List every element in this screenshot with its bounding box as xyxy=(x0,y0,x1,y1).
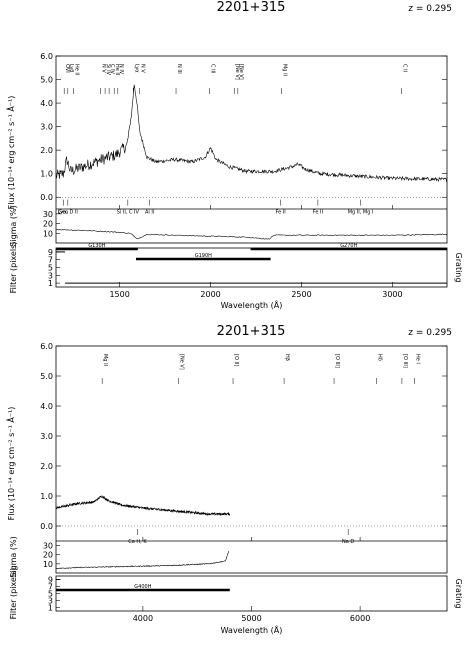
sigma-series xyxy=(55,550,229,570)
filter-tick-label: 5 xyxy=(48,590,53,599)
absorption-line-label: Mg II, Mg I xyxy=(348,210,374,216)
filter-tick-label: 9 xyxy=(48,248,53,257)
emission-line-label: OVI xyxy=(64,64,70,73)
filter-tick-label: 9 xyxy=(48,576,53,585)
y-tick-label: 3.0 xyxy=(40,432,53,441)
y-tick-label: 0.0 xyxy=(40,522,53,531)
emission-line-label: [O III] xyxy=(402,354,408,368)
emission-line-label: C III xyxy=(210,64,216,74)
grating-axis-label: Grating xyxy=(454,579,463,609)
spectrum-panel-top: 2201+315 z = 0.295 0.0 1.0 2.0 3.0 4.0 5.0 6.0 Fl… xyxy=(5,0,463,310)
x-tick-label: 2000 xyxy=(200,290,220,299)
absorption-line-label: Al II xyxy=(145,210,154,216)
x-tick-label: 4000 xyxy=(133,614,153,623)
sigma-tick-label: 30 xyxy=(43,210,53,219)
plot-frame xyxy=(55,55,448,244)
y-tick-label: 5.0 xyxy=(40,76,53,85)
grating-name: G190H xyxy=(195,253,212,259)
x-tick-label: 6000 xyxy=(350,614,370,623)
grating-name: G130H xyxy=(88,243,105,249)
emission-line-label: N IV xyxy=(118,64,124,75)
emission-line-label: N III xyxy=(176,64,182,74)
x-axis-label: Wavelength (Å) xyxy=(221,299,283,310)
y-tick-label: 2.0 xyxy=(40,462,53,471)
redshift-label: z = 0.295 xyxy=(408,4,452,14)
x-tick-label: 2500 xyxy=(291,290,311,299)
filter-tick-label: 5 xyxy=(48,264,53,273)
y-tick-label: 4.0 xyxy=(40,99,53,108)
y-axis-label: Flux (10⁻¹⁴ erg cm⁻² s⁻¹ Å⁻¹) xyxy=(5,407,16,521)
y-tick-label: 6.0 xyxy=(40,342,53,351)
x-tick-label: 5000 xyxy=(241,614,261,623)
filter-tick-label: 1 xyxy=(48,604,53,613)
emission-line-label: [Ne V] xyxy=(234,64,240,80)
plot-frame xyxy=(55,345,448,574)
sigma-series xyxy=(56,228,448,240)
emission-line-label: Lyβ xyxy=(68,64,74,72)
sigma-tick-label: 30 xyxy=(43,542,53,551)
emission-line-label: [Ne V] xyxy=(179,354,185,370)
x-axis-label: Wavelength (Å) xyxy=(221,624,283,635)
filter-frame xyxy=(55,247,448,288)
y-axis-label: Flux (10⁻¹⁴ erg cm⁻² s⁻¹ Å⁻¹) xyxy=(5,96,16,210)
x-tick-label: 1500 xyxy=(109,290,129,299)
emission-line-label: Hδ xyxy=(376,354,382,361)
emission-line-label: Mg II xyxy=(102,354,108,366)
y-tick-label: 5.0 xyxy=(40,372,53,381)
spectrum-panel-bottom: 2201+315 z = 0.295 0.0 1.0 2.0 3.0 4.0 5.0 6.0 Fl… xyxy=(5,324,463,635)
absorption-line-label: Lyα, D II xyxy=(58,210,78,216)
absorption-line-label: Ca H, K xyxy=(128,539,147,545)
flux-series xyxy=(55,495,231,517)
filter-tick-label: 3 xyxy=(48,271,53,280)
filter-tick-label: 7 xyxy=(48,583,53,592)
emission-line-label: He I xyxy=(414,354,420,364)
y-tick-label: 1.0 xyxy=(40,170,53,179)
y-tick-label: 4.0 xyxy=(40,402,53,411)
emission-line-label: [O II] xyxy=(233,354,239,366)
absorption-line-label: Si II, C IV xyxy=(117,210,140,216)
sigma-tick-label: 20 xyxy=(43,551,53,560)
y-tick-label: 0.0 xyxy=(40,193,53,202)
absorption-line-label: Na D xyxy=(342,539,354,545)
sigma-tick-label: 10 xyxy=(43,560,53,569)
x-tick-label: 3000 xyxy=(382,290,402,299)
filter-frame xyxy=(55,575,448,612)
filter-tick-label: 3 xyxy=(48,597,53,606)
chart-title: 2201+315 xyxy=(217,0,286,15)
flux-series xyxy=(55,84,448,183)
sigma-tick-label: 20 xyxy=(43,220,53,229)
emission-line-label: He II xyxy=(73,64,79,75)
filter-tick-label: 1 xyxy=(48,279,53,288)
emission-line-label: [Ne V] xyxy=(238,64,244,80)
y-tick-label: 2.0 xyxy=(40,146,53,155)
absorption-line-label: Fe II xyxy=(275,210,285,216)
grating-axis-label: Grating xyxy=(454,253,463,283)
redshift-label: z = 0.295 xyxy=(408,328,452,338)
emission-line-label: N V xyxy=(140,64,146,73)
emission-line-label: C II xyxy=(402,64,408,72)
emission-line-label: C IV xyxy=(109,64,115,75)
absorption-line-label: Fe II xyxy=(313,210,323,216)
emission-line-label: Hβ xyxy=(284,354,290,361)
grating-name: G270H xyxy=(340,243,357,249)
emission-line-label: Lyα xyxy=(133,64,139,73)
filter-axis-label: Filter (pixels) xyxy=(9,568,18,620)
filter-axis-label: Filter (pixels) xyxy=(9,242,18,294)
emission-line-label: Mg II xyxy=(282,64,288,76)
emission-line-label: Si IV xyxy=(105,64,111,76)
emission-line-label: N V xyxy=(101,64,107,73)
sigma-axis-label: Sigma (%) xyxy=(9,536,18,577)
chart-title: 2201+315 xyxy=(217,324,286,339)
emission-line-label: He II xyxy=(114,64,120,75)
sigma-tick-label: 10 xyxy=(43,229,53,238)
y-tick-label: 3.0 xyxy=(40,123,53,132)
absorption-line-label: Geo xyxy=(58,210,68,216)
grating-name: G400H xyxy=(134,584,151,590)
filter-tick-label: 7 xyxy=(48,256,53,265)
y-tick-label: 6.0 xyxy=(40,52,53,61)
sigma-axis-label: Sigma (%) xyxy=(9,205,18,246)
y-tick-label: 1.0 xyxy=(40,492,53,501)
emission-line-label: [O III] xyxy=(334,354,340,368)
